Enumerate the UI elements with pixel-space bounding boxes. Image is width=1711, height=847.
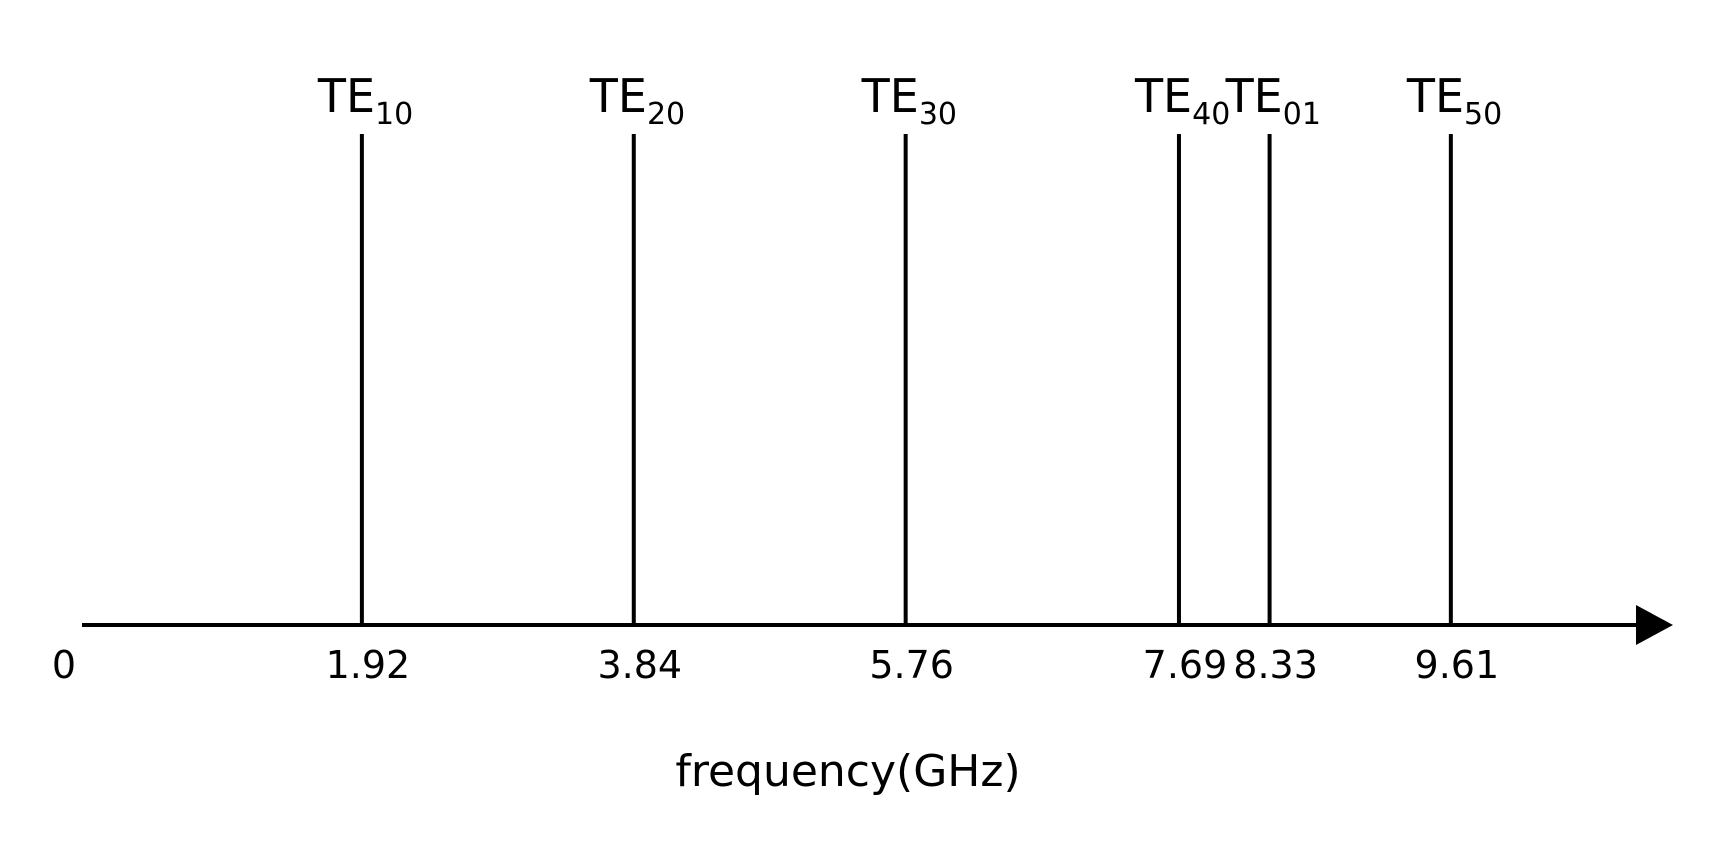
value-label: 8.33 <box>1233 643 1318 687</box>
mode-subscript: 40 <box>1192 97 1230 132</box>
mode-label: TE01 <box>1225 69 1321 132</box>
mode-name: TE <box>1225 69 1283 123</box>
mode-label: TE50 <box>1406 69 1502 132</box>
value-label: 5.76 <box>869 643 954 687</box>
mode-name: TE <box>861 69 919 123</box>
x-axis-label: frequency(GHz) <box>675 746 1020 797</box>
mode-label: TE40 <box>1134 69 1230 132</box>
mode-label: TE30 <box>861 69 957 132</box>
value-label: 3.84 <box>597 643 682 687</box>
mode-name: TE <box>317 69 375 123</box>
mode-label: TE10 <box>317 69 413 132</box>
mode-subscript: 10 <box>375 97 413 132</box>
mode-subscript: 30 <box>919 97 957 132</box>
mode-name: TE <box>1406 69 1464 123</box>
value-label: 9.61 <box>1415 643 1500 687</box>
x-tick-label: 0 <box>52 643 76 687</box>
value-label: 1.92 <box>326 643 411 687</box>
mode-name: TE <box>589 69 647 123</box>
mode-subscript: 20 <box>647 97 685 132</box>
value-label: 7.69 <box>1143 643 1228 687</box>
mode-label: TE20 <box>589 69 685 132</box>
mode-subscript: 01 <box>1283 97 1321 132</box>
axis-arrow <box>1636 605 1673 645</box>
mode-name: TE <box>1134 69 1192 123</box>
mode-subscript: 50 <box>1464 97 1502 132</box>
